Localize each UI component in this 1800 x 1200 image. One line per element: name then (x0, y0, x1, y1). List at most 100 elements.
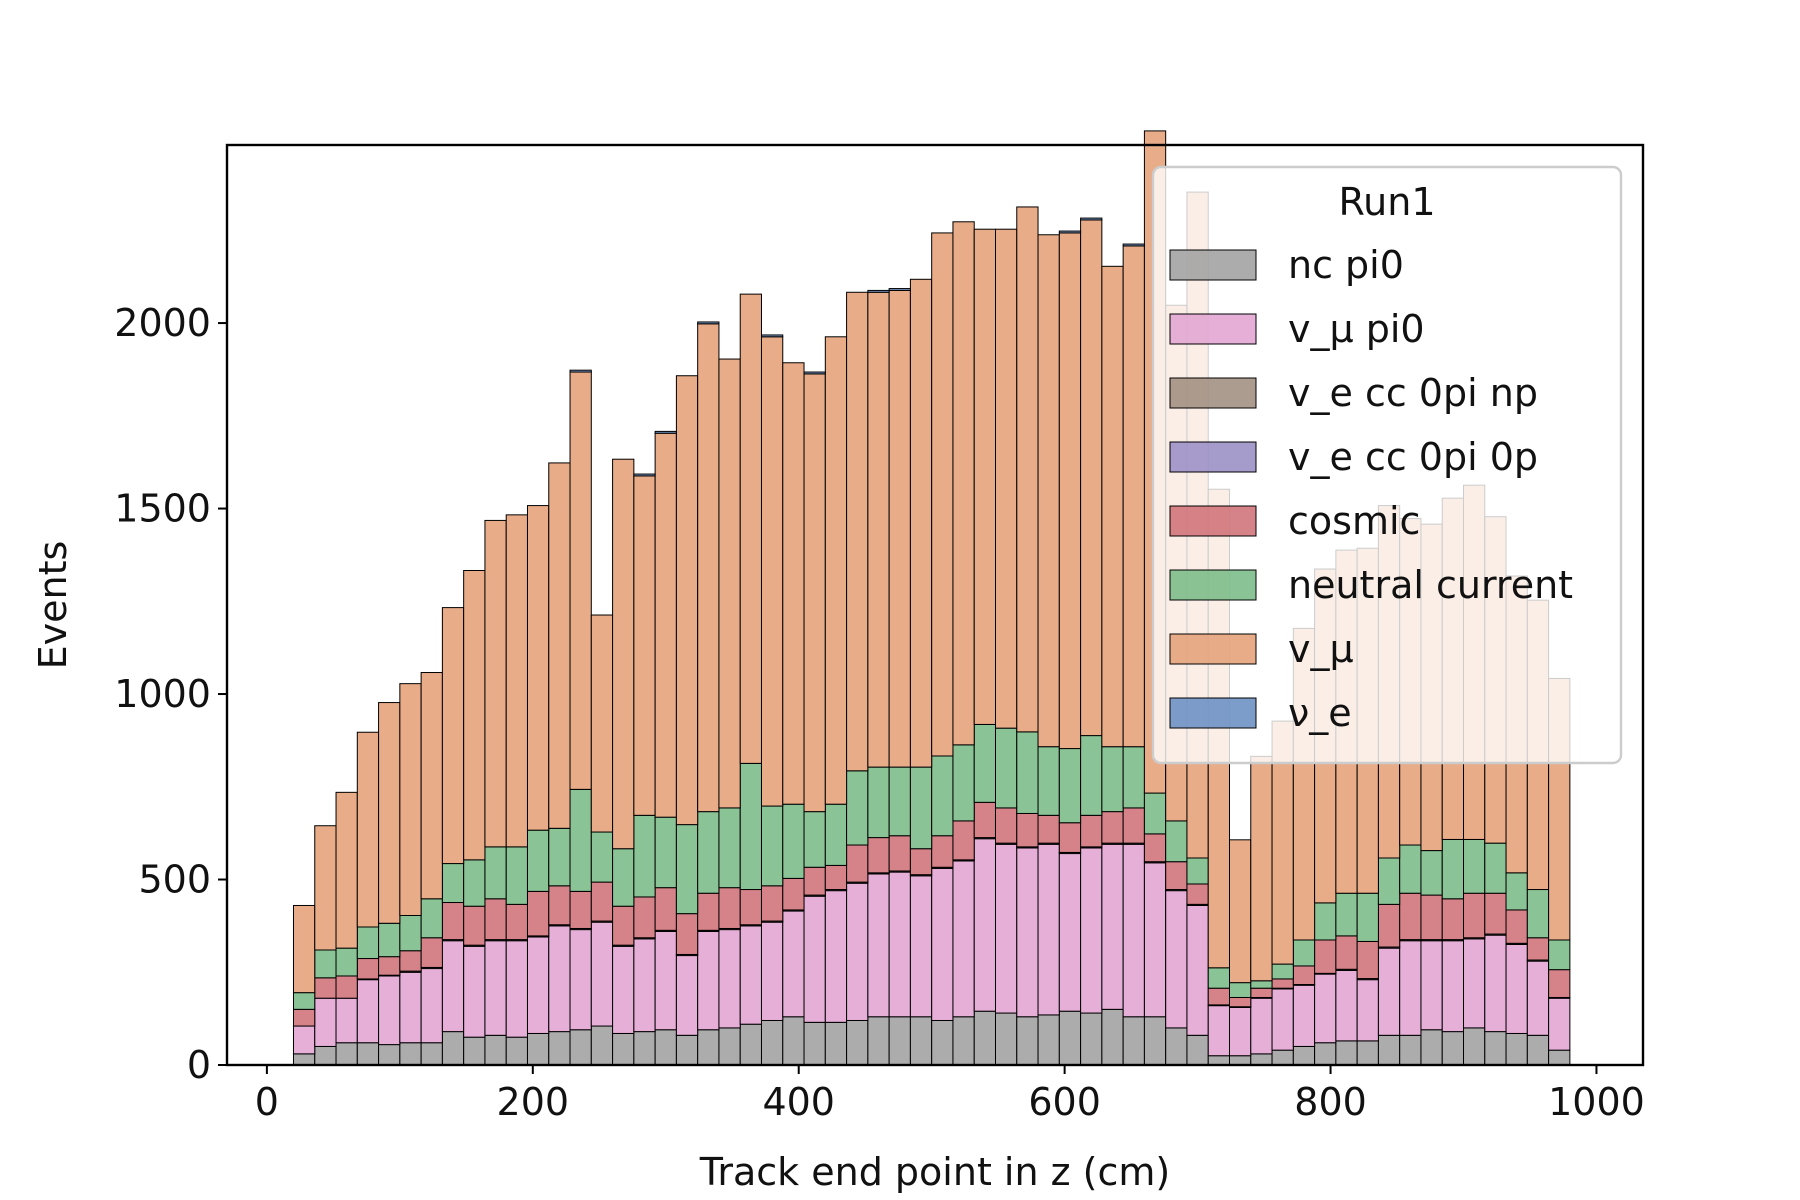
bar-nc-pi0-51 (1377, 1034, 1401, 1066)
bar-cosmic-3 (356, 958, 380, 980)
bar-v-pi0-3 (356, 979, 380, 1044)
bar-v--4 (378, 702, 401, 924)
bar-neutral-current-32 (973, 723, 996, 803)
bar-v-pi0-20 (718, 929, 741, 1029)
bar-cosmic-13 (569, 890, 592, 929)
bar-cosmic-12 (548, 885, 571, 926)
bar-v--13 (569, 371, 592, 790)
bar-v--22 (760, 336, 784, 807)
bar-neutral-current-12 (548, 827, 571, 887)
bar-v--10 (505, 514, 528, 848)
bar-v-pi0-1 (314, 997, 337, 1047)
bar-v-pi0-37 (1080, 847, 1103, 1014)
bar-cosmic-49 (1335, 935, 1358, 970)
bar-neutral-current-14 (590, 831, 614, 883)
bar-v-pi0-30 (931, 867, 954, 1021)
bar-v-pi0-8 (463, 945, 486, 1038)
bar-cosmic-35 (1037, 814, 1060, 844)
bar-cosmic-23 (782, 877, 805, 911)
bar-v-pi0-43 (1207, 1005, 1230, 1057)
y-tick-label: 1000 (114, 672, 211, 716)
bar-cosmic-19 (697, 892, 720, 931)
bar-nc-pi0-1 (314, 1045, 337, 1066)
bar-v-pi0-29 (909, 875, 933, 1018)
bar-cosmic-48 (1314, 939, 1337, 974)
y-axis-label: Events (31, 541, 75, 670)
bar-neutral-current-30 (931, 755, 954, 837)
bar-neutral-current-2 (335, 947, 358, 977)
bar-v-pi0-47 (1292, 984, 1316, 1047)
bar-neutral-current-41 (1165, 820, 1188, 863)
bar--e-17 (654, 430, 677, 434)
legend-swatch (1169, 249, 1257, 281)
bar-cosmic-44 (1229, 996, 1252, 1008)
bar-v--31 (952, 221, 975, 746)
bar-v--32 (973, 228, 996, 725)
bar-neutral-current-6 (420, 898, 443, 939)
bar-cosmic-47 (1292, 965, 1316, 986)
bar-neutral-current-29 (909, 766, 933, 850)
bar-nc-pi0-40 (1143, 1016, 1167, 1066)
bar-neutral-current-49 (1335, 892, 1358, 937)
bar-v-pi0-18 (675, 955, 699, 1036)
bar-v-pi0-48 (1314, 973, 1337, 1044)
legend-swatch (1169, 697, 1257, 729)
y-tick-label: 1500 (114, 487, 211, 531)
bar-neutral-current-4 (378, 922, 401, 958)
bar-v-pi0-59 (1548, 997, 1571, 1051)
bar-v-pi0-56 (1484, 934, 1507, 1033)
bar-neutral-current-40 (1143, 792, 1167, 835)
bar-cosmic-58 (1526, 937, 1550, 961)
bar-nc-pi0-55 (1463, 1027, 1486, 1066)
legend-label: v_μ pi0 (1288, 307, 1425, 351)
bar-cosmic-42 (1186, 883, 1209, 905)
bar-v-pi0-19 (697, 930, 720, 1031)
bar-nc-pi0-37 (1080, 1012, 1103, 1066)
bar-nc-pi0-35 (1037, 1014, 1060, 1066)
bar-v-pi0-41 (1165, 890, 1188, 1029)
bar--e-37 (1080, 217, 1103, 221)
bar-neutral-current-43 (1207, 967, 1230, 989)
bar-nc-pi0-10 (505, 1036, 528, 1066)
bar--e-24 (803, 371, 826, 375)
bar-v-pi0-45 (1250, 997, 1273, 1055)
bar-v-pi0-44 (1229, 1007, 1252, 1057)
bar-cosmic-22 (760, 885, 784, 922)
bar-cosmic-38 (1101, 811, 1124, 844)
bar-v--18 (675, 375, 699, 826)
bar-v-pi0-49 (1335, 969, 1358, 1042)
bar--e-19 (697, 321, 720, 325)
bar-neutral-current-26 (846, 770, 869, 846)
bar-v--28 (888, 289, 911, 768)
bar-neutral-current-39 (1122, 746, 1145, 809)
bar-nc-pi0-4 (378, 1044, 401, 1066)
bar-neutral-current-48 (1314, 902, 1337, 941)
bar-v-pi0-50 (1356, 979, 1379, 1042)
bar-cosmic-15 (612, 905, 635, 946)
bar-cosmic-6 (420, 937, 443, 968)
bar-neutral-current-47 (1292, 939, 1316, 967)
bar-cosmic-17 (654, 887, 677, 931)
bar-cosmic-45 (1250, 987, 1273, 998)
bar-v-pi0-42 (1186, 904, 1209, 1036)
bar-nc-pi0-50 (1356, 1040, 1379, 1066)
x-tick-label: 0 (255, 1080, 279, 1124)
bar-v--6 (420, 672, 443, 900)
bar-v-pi0-26 (846, 882, 869, 1021)
bar-neutral-current-1 (314, 949, 337, 979)
bar-neutral-current-13 (569, 788, 592, 892)
bar-v--2 (335, 791, 358, 949)
bar-v--29 (909, 278, 933, 768)
bar-cosmic-21 (739, 889, 762, 926)
bar-neutral-current-25 (824, 803, 848, 866)
bar-cosmic-28 (888, 835, 911, 872)
bar-neutral-current-8 (463, 859, 486, 907)
bar-nc-pi0-18 (675, 1034, 699, 1066)
bar-v-pi0-9 (484, 940, 507, 1036)
bar-cosmic-32 (973, 801, 996, 839)
bar-v-pi0-57 (1505, 943, 1528, 1034)
bar-neutral-current-27 (867, 766, 890, 839)
bar-v-pi0-10 (505, 940, 528, 1038)
bar-neutral-current-44 (1229, 982, 1252, 998)
legend-swatch (1169, 441, 1257, 473)
